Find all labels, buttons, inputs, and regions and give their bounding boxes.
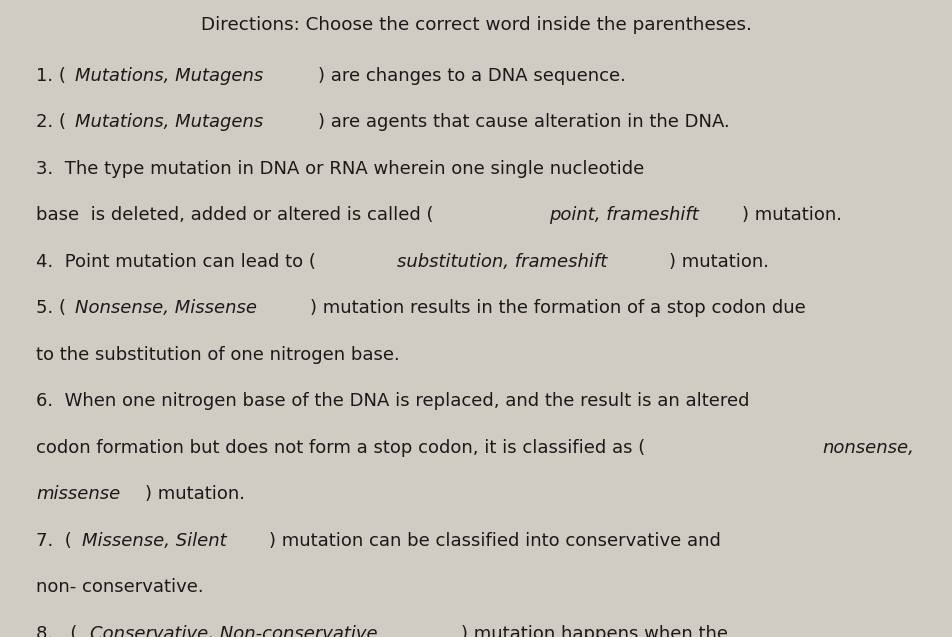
Text: missense: missense — [36, 485, 120, 503]
Text: base  is deleted, added or altered is called (: base is deleted, added or altered is cal… — [36, 206, 434, 224]
Text: Mutations, Mutagens: Mutations, Mutagens — [74, 67, 263, 85]
Text: to the substitution of one nitrogen base.: to the substitution of one nitrogen base… — [36, 346, 400, 364]
Text: 8.   (: 8. ( — [36, 625, 77, 637]
Text: nonsense,: nonsense, — [823, 439, 914, 457]
Text: 7.  (: 7. ( — [36, 532, 72, 550]
Text: ) are agents that cause alteration in the DNA.: ) are agents that cause alteration in th… — [318, 113, 729, 131]
Text: ) mutation.: ) mutation. — [743, 206, 843, 224]
Text: ) are changes to a DNA sequence.: ) are changes to a DNA sequence. — [318, 67, 625, 85]
Text: Conservative, Non-conservative: Conservative, Non-conservative — [89, 625, 377, 637]
Text: point, frameshift: point, frameshift — [549, 206, 699, 224]
Text: Nonsense, Missense: Nonsense, Missense — [75, 299, 257, 317]
Text: Missense, Silent: Missense, Silent — [82, 532, 227, 550]
Text: ) mutation can be classified into conservative and: ) mutation can be classified into conser… — [268, 532, 721, 550]
Text: 3.  The type mutation in DNA or RNA wherein one single nucleotide: 3. The type mutation in DNA or RNA where… — [36, 160, 645, 178]
Text: 5. (: 5. ( — [36, 299, 67, 317]
Text: 6.  When one nitrogen base of the DNA is replaced, and the result is an altered: 6. When one nitrogen base of the DNA is … — [36, 392, 749, 410]
Text: 2. (: 2. ( — [36, 113, 67, 131]
Text: substitution, frameshift: substitution, frameshift — [397, 253, 607, 271]
Text: Mutations, Mutagens: Mutations, Mutagens — [75, 113, 263, 131]
Text: Directions: Choose the correct word inside the parentheses.: Directions: Choose the correct word insi… — [201, 16, 751, 34]
Text: 4.  Point mutation can lead to (: 4. Point mutation can lead to ( — [36, 253, 316, 271]
Text: 1. (: 1. ( — [36, 67, 66, 85]
Text: ) mutation.: ) mutation. — [668, 253, 768, 271]
Text: ) mutation happens when the: ) mutation happens when the — [461, 625, 727, 637]
Text: codon formation but does not form a stop codon, it is classified as (: codon formation but does not form a stop… — [36, 439, 645, 457]
Text: non- conservative.: non- conservative. — [36, 578, 204, 596]
Text: ) mutation results in the formation of a stop codon due: ) mutation results in the formation of a… — [309, 299, 805, 317]
Text: ) mutation.: ) mutation. — [145, 485, 245, 503]
